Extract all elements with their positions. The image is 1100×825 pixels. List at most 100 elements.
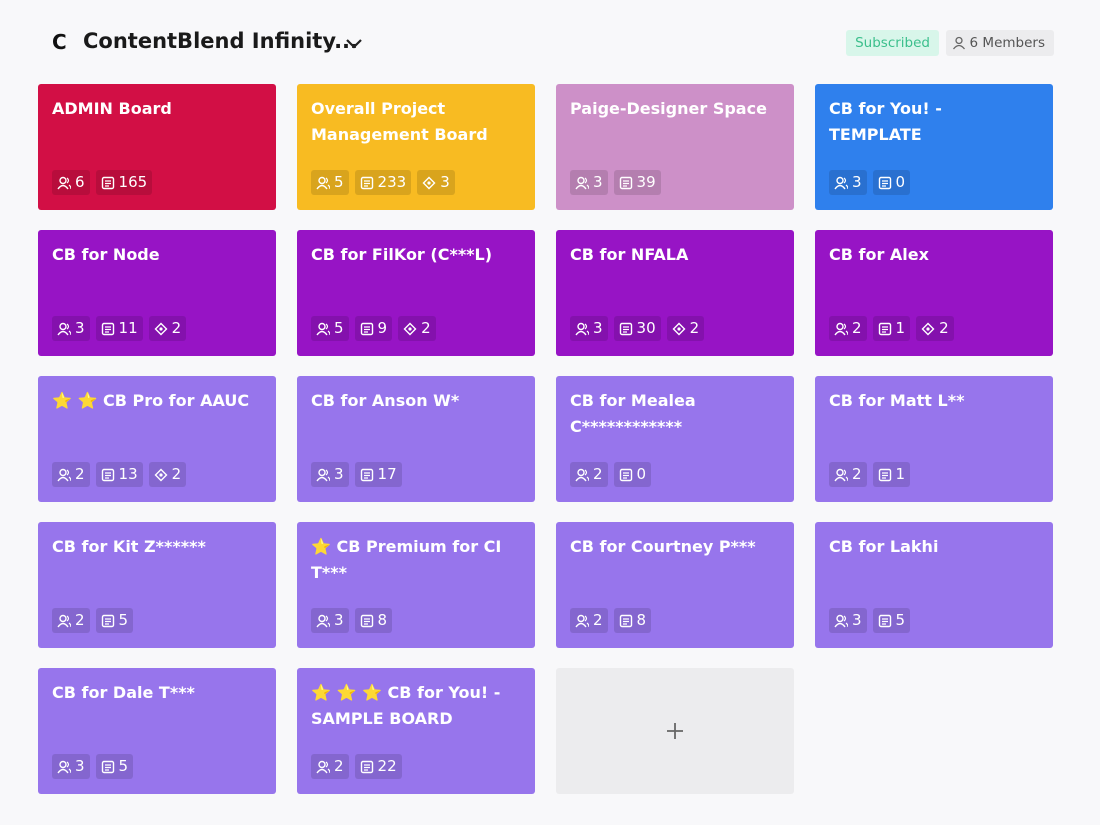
board-card[interactable]: ADMIN Board 6 165: [38, 84, 276, 210]
members-icon: [834, 468, 848, 481]
members-count: 2: [852, 465, 862, 483]
cards-count: 9: [377, 319, 388, 337]
board-stats: 3 11 2: [52, 316, 187, 341]
members-stat: 2: [570, 608, 608, 633]
cards-icon: [360, 614, 373, 627]
members-icon: [575, 468, 589, 481]
members-count: 5: [334, 319, 344, 337]
members-stat: 3: [829, 170, 867, 195]
board-card[interactable]: CB for Kit Z****** 2 5: [38, 522, 276, 648]
board-card[interactable]: Overall Project Management Board 5 233 3: [297, 84, 535, 210]
members-stat: 5: [311, 170, 349, 195]
members-count: 2: [75, 465, 85, 483]
cards-stat: 11: [95, 316, 143, 341]
cards-stat: 22: [354, 754, 402, 779]
cards-icon: [101, 322, 114, 335]
cards-icon: [360, 322, 373, 335]
cards-count: 17: [377, 465, 397, 483]
members-stat: 2: [52, 462, 90, 487]
cards-icon: [619, 176, 632, 189]
cards-icon: [619, 468, 632, 481]
cards-stat: 13: [95, 462, 143, 487]
board-title: CB for Node: [52, 245, 160, 264]
board-stats: 2 13 2: [52, 462, 187, 487]
views-stat: 3: [417, 170, 455, 195]
board-title: ⭐ ⭐ CB Pro for AAUC: [52, 391, 250, 410]
cards-stat: 1: [872, 316, 911, 341]
members-stat: 3: [52, 754, 90, 779]
board-stats: 3 30 2: [570, 316, 705, 341]
views-stat: 2: [666, 316, 705, 341]
members-icon: [575, 614, 589, 627]
add-board-button[interactable]: [556, 668, 794, 794]
members-stat: 3: [829, 608, 867, 633]
views-icon: [921, 322, 935, 335]
board-card[interactable]: ⭐ ⭐ CB Pro for AAUC 2 13 2: [38, 376, 276, 502]
board-title: CB for NFALA: [570, 245, 689, 264]
members-stat: 2: [570, 462, 608, 487]
cards-icon: [360, 468, 373, 481]
cards-icon: [619, 322, 632, 335]
cards-count: 0: [636, 465, 647, 483]
board-card[interactable]: CB for Lakhi 3 5: [815, 522, 1053, 648]
workspace-title[interactable]: ContentBlend Infinity...: [83, 29, 359, 53]
members-stat: 2: [829, 316, 867, 341]
cards-count: 0: [895, 173, 906, 191]
cards-icon: [101, 760, 114, 773]
board-stats: 2 1 2: [829, 316, 954, 341]
members-stat: 3: [311, 462, 349, 487]
board-card[interactable]: CB for Anson W* 3 17: [297, 376, 535, 502]
views-icon: [422, 176, 436, 189]
member-icon: [952, 36, 965, 50]
board-card[interactable]: CB for Mealea C************ 2 0: [556, 376, 794, 502]
cards-count: 5: [895, 611, 906, 629]
views-count: 2: [421, 319, 431, 337]
members-stat: 2: [311, 754, 349, 779]
members-stat: 2: [829, 462, 867, 487]
views-icon: [154, 468, 168, 481]
members-count: 3: [593, 319, 603, 337]
views-icon: [672, 322, 686, 335]
members-count: 3: [852, 611, 862, 629]
subscription-badge: Subscribed: [846, 30, 939, 56]
board-card[interactable]: CB for FilKor (C***L) 5 9 2: [297, 230, 535, 356]
cards-count: 13: [118, 465, 138, 483]
board-card[interactable]: CB for Courtney P*** 2 8: [556, 522, 794, 648]
members-icon: [575, 176, 589, 189]
views-stat: 2: [148, 316, 187, 341]
members-icon: [316, 176, 330, 189]
members-count: 3: [75, 319, 85, 337]
board-card[interactable]: CB for NFALA 3 30 2: [556, 230, 794, 356]
members-count: 6 Members: [969, 35, 1045, 51]
members-icon: [316, 468, 330, 481]
views-icon: [154, 322, 168, 335]
cards-count: 5: [118, 611, 129, 629]
board-card[interactable]: Paige-Designer Space 3 39: [556, 84, 794, 210]
dropdown-chevron[interactable]: [344, 34, 364, 54]
views-count: 2: [939, 319, 949, 337]
cards-icon: [878, 614, 891, 627]
members-stat: 2: [52, 608, 90, 633]
board-card[interactable]: CB for You! - TEMPLATE 3 0: [815, 84, 1053, 210]
board-title: ADMIN Board: [52, 99, 172, 118]
board-card[interactable]: CB for Alex 2 1 2: [815, 230, 1053, 356]
members-icon: [834, 614, 848, 627]
cards-icon: [360, 760, 373, 773]
board-card[interactable]: ⭐ CB Premium for CI T*** 3 8: [297, 522, 535, 648]
cards-count: 8: [636, 611, 647, 629]
board-card[interactable]: ⭐ ⭐ ⭐ CB for You! - SAMPLE BOARD 2 22: [297, 668, 535, 794]
members-button[interactable]: 6 Members: [945, 30, 1054, 56]
board-card[interactable]: CB for Node 3 11 2: [38, 230, 276, 356]
board-stats: 3 39: [570, 170, 661, 195]
members-icon: [57, 760, 71, 773]
board-card[interactable]: CB for Matt L** 2 1: [815, 376, 1053, 502]
cards-icon: [101, 614, 114, 627]
cards-icon: [101, 468, 114, 481]
members-icon: [575, 322, 589, 335]
logo: C: [52, 30, 67, 54]
board-card[interactable]: CB for Dale T*** 3 5: [38, 668, 276, 794]
board-title: Overall Project Management Board: [311, 99, 488, 144]
members-count: 3: [75, 757, 85, 775]
